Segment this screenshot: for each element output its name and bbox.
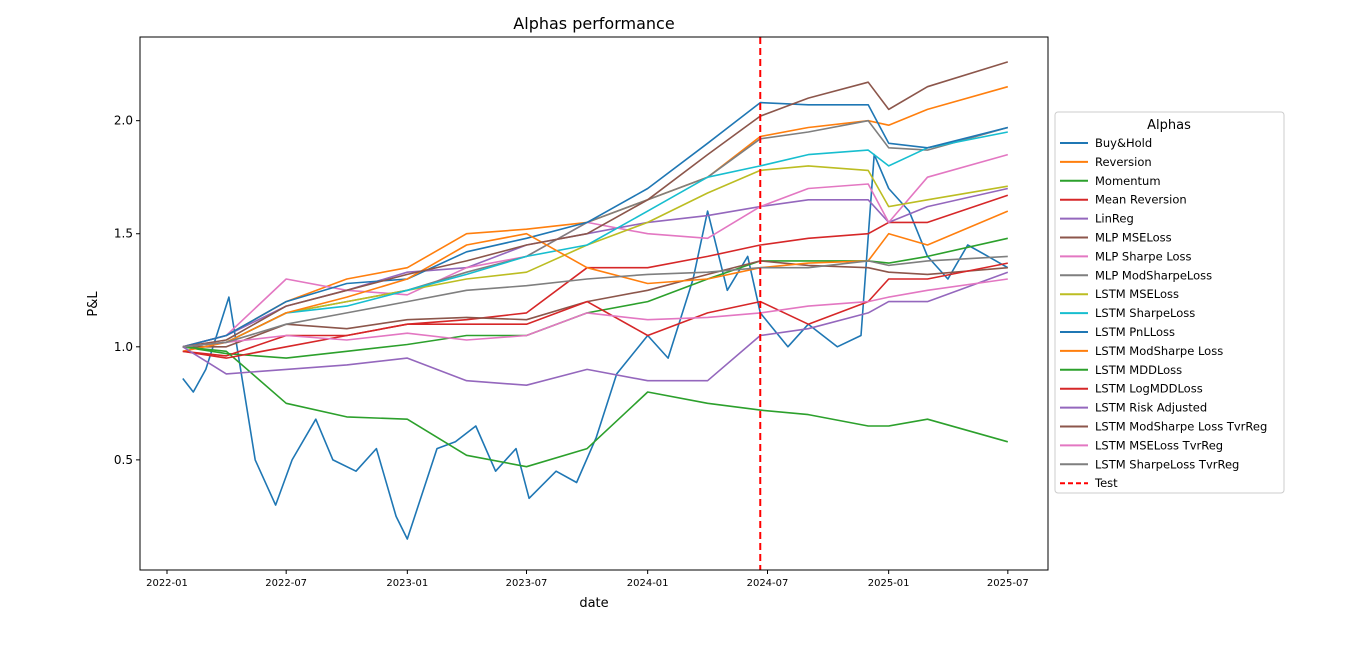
x-tick-label: 2023-01 xyxy=(386,578,428,589)
x-tick-label: 2024-01 xyxy=(627,578,669,589)
series-lines xyxy=(182,37,1009,570)
y-tick-label: 2.0 xyxy=(114,114,133,128)
series-line-lstm-modsharpe-loss xyxy=(182,210,1009,353)
x-tick-label: 2022-07 xyxy=(265,578,307,589)
series-line-mlp-modsharpeloss xyxy=(182,119,1009,348)
series-line-momentum xyxy=(182,237,1008,359)
series-line-lstm-mseloss-tvrreg xyxy=(182,278,1008,348)
series-line-lstm-pnlloss xyxy=(182,101,1008,348)
plot-frame xyxy=(139,36,1049,571)
y-axis: 0.5 1.0 1.5 2.0 xyxy=(114,114,140,467)
x-tick-label: 2025-07 xyxy=(987,578,1029,589)
series-line-mlp-sharpe-loss xyxy=(182,153,1009,348)
y-tick-label: 0.5 xyxy=(114,453,133,467)
legend-label: Momentum xyxy=(1095,174,1161,188)
legend-label: LSTM MDDLoss xyxy=(1095,363,1182,377)
legend-label: LSTM ModSharpe Loss xyxy=(1095,344,1223,358)
legend-label: MLP MSELoss xyxy=(1095,231,1172,245)
y-axis-label: P&L xyxy=(86,291,101,317)
legend-label: Test xyxy=(1094,476,1118,490)
legend-label: LSTM MSELoss TvrReg xyxy=(1095,438,1223,452)
legend-label: LSTM SharpeLoss TvrReg xyxy=(1095,457,1239,471)
legend-label: Buy&Hold xyxy=(1095,136,1152,150)
x-tick-label: 2022-01 xyxy=(146,578,188,589)
x-axis-label: date xyxy=(579,596,608,611)
x-tick-label: 2024-07 xyxy=(747,578,789,589)
legend-label: LSTM LogMDDLoss xyxy=(1095,382,1203,396)
legend-label: LSTM PnLLoss xyxy=(1095,325,1175,339)
series-line-lstm-logmddloss xyxy=(182,262,1008,359)
series-line-lstm-sharpeloss xyxy=(182,131,1008,348)
legend-title: Alphas xyxy=(1147,118,1191,133)
legend-label: Mean Reversion xyxy=(1095,193,1187,207)
x-tick-label: 2023-07 xyxy=(506,578,548,589)
series-line-mean-reversion xyxy=(182,194,1009,357)
legend-label: LSTM MSELoss xyxy=(1095,287,1179,301)
chart-title: Alphas performance xyxy=(513,14,674,33)
series-line-lstm-mddloss xyxy=(182,346,1009,468)
legend-label: LinReg xyxy=(1095,212,1134,226)
series-line-lstm-mseloss xyxy=(182,165,1008,348)
series-line-lstm-modsharpe-loss-tvrreg xyxy=(182,61,1009,348)
legend-label: LSTM Risk Adjusted xyxy=(1095,401,1207,415)
legend-label: MLP Sharpe Loss xyxy=(1095,249,1192,263)
legend-box xyxy=(1054,111,1285,494)
y-tick-label: 1.0 xyxy=(114,340,133,354)
x-axis: 2022-01 2022-07 2023-01 2023-07 2024-01 2024-… xyxy=(146,570,1029,589)
legend-label: LSTM SharpeLoss xyxy=(1095,306,1195,320)
legend: Alphas Buy&Hold Reversion Momentum Mean Rev… xyxy=(1054,111,1285,494)
legend-label: LSTM ModSharpe Loss TvrReg xyxy=(1095,420,1267,434)
series-line-lstm-risk-adjusted xyxy=(182,271,1009,387)
x-tick-label: 2025-01 xyxy=(868,578,910,589)
series-line-mlp-mseloss xyxy=(182,260,1008,348)
series-line-lstm-sharpeloss-tvrreg xyxy=(182,255,1008,348)
legend-label: MLP ModSharpeLoss xyxy=(1095,268,1212,282)
y-tick-label: 1.5 xyxy=(114,227,133,241)
legend-label: Reversion xyxy=(1095,155,1152,169)
